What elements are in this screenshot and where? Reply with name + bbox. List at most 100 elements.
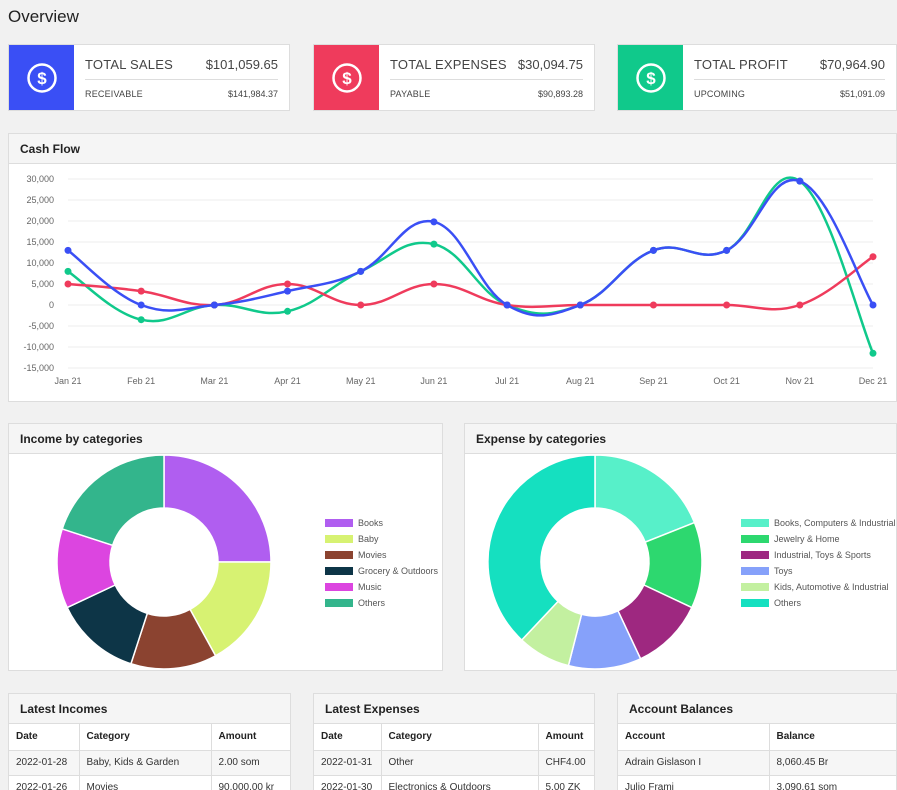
legend-item[interactable]: Others xyxy=(741,595,896,611)
profit-icon-box: $ xyxy=(618,45,683,110)
table-cell: Adrain Gislason I xyxy=(618,750,770,776)
card-sub-label: PAYABLE xyxy=(390,89,431,99)
x-tick-label: Nov 21 xyxy=(786,376,815,386)
y-tick-label: 20,000 xyxy=(26,216,54,226)
legend-item[interactable]: Books xyxy=(325,515,438,531)
legend-swatch xyxy=(325,583,353,591)
x-tick-label: Mar 21 xyxy=(200,376,228,386)
legend-label: Books, Computers & Industrial xyxy=(774,518,896,528)
table-cell: 2022-01-30 xyxy=(314,775,382,790)
legend-label: Toys xyxy=(774,566,793,576)
column-header: Amount xyxy=(211,724,290,751)
table-cell: 2022-01-28 xyxy=(9,750,80,776)
data-point[interactable] xyxy=(430,280,438,288)
data-point[interactable] xyxy=(796,177,804,185)
data-point[interactable] xyxy=(210,301,218,309)
expenses-table: Date Category Amount 2022-01-31 Other CH… xyxy=(314,724,594,790)
table-row[interactable]: 2022-01-31 Other CHF4.00 xyxy=(314,750,594,776)
data-point[interactable] xyxy=(137,301,145,309)
donut-slice[interactable] xyxy=(487,455,596,642)
data-point[interactable] xyxy=(284,287,292,295)
legend-swatch xyxy=(325,519,353,527)
table-cell: CHF4.00 xyxy=(538,750,594,776)
data-point[interactable] xyxy=(430,240,438,248)
data-point[interactable] xyxy=(723,246,731,254)
card-sub-label: UPCOMING xyxy=(694,89,746,99)
balances-table: Account Balance Adrain Gislason I 8,060.… xyxy=(618,724,896,790)
table-cell: Other xyxy=(381,750,539,776)
table-cell: 5.00 ZK xyxy=(538,775,594,790)
table-cell: 90,000.00 kr xyxy=(211,775,290,790)
svg-text:$: $ xyxy=(37,69,47,88)
series-line-1 xyxy=(67,255,874,311)
legend-item[interactable]: Kids, Automotive & Industrial xyxy=(741,579,896,595)
data-point[interactable] xyxy=(357,301,365,309)
legend-swatch xyxy=(325,551,353,559)
data-point[interactable] xyxy=(576,301,584,309)
table-row[interactable]: 2022-01-28 Baby, Kids & Garden 2.00 som xyxy=(9,750,290,776)
data-point[interactable] xyxy=(64,280,72,288)
legend-swatch xyxy=(741,583,769,591)
data-point[interactable] xyxy=(723,301,731,309)
data-point[interactable] xyxy=(137,316,145,324)
data-point[interactable] xyxy=(284,307,292,315)
data-point[interactable] xyxy=(869,349,877,357)
card-value: $101,059.65 xyxy=(205,56,278,72)
column-header: Date xyxy=(9,724,80,751)
legend-item[interactable]: Grocery & Outdoors xyxy=(325,563,438,579)
legend-item[interactable]: Industrial, Toys & Sports xyxy=(741,547,896,563)
card-sub-value: $51,091.09 xyxy=(839,89,885,99)
data-point[interactable] xyxy=(357,267,365,275)
panel-title: Latest Incomes xyxy=(9,694,290,724)
table-cell: Julio Frami xyxy=(618,775,770,790)
data-point[interactable] xyxy=(284,280,292,288)
x-tick-label: Jun 21 xyxy=(420,376,447,386)
data-point[interactable] xyxy=(137,287,145,295)
legend-label: Music xyxy=(358,582,382,592)
table-row[interactable]: 2022-01-26 Movies 90,000.00 kr xyxy=(9,775,290,790)
legend-item[interactable]: Baby xyxy=(325,531,438,547)
table-row[interactable]: 2022-01-30 Electronics & Outdoors 5.00 Z… xyxy=(314,775,594,790)
legend-swatch xyxy=(741,599,769,607)
data-point[interactable] xyxy=(64,267,72,275)
latest-expenses-panel: Latest Expenses Date Category Amount 202… xyxy=(313,693,595,790)
legend-item[interactable]: Books, Computers & Industrial xyxy=(741,515,896,531)
legend-item[interactable]: Movies xyxy=(325,547,438,563)
data-point[interactable] xyxy=(649,301,657,309)
table-row[interactable]: Julio Frami 3,090.61 som xyxy=(618,775,896,790)
latest-incomes-panel: Latest Incomes Date Category Amount 2022… xyxy=(8,693,291,790)
x-tick-label: Jan 21 xyxy=(54,376,81,386)
data-point[interactable] xyxy=(64,246,72,254)
data-point[interactable] xyxy=(503,301,511,309)
table-cell: Movies xyxy=(79,775,212,790)
y-tick-label: 5,000 xyxy=(31,279,54,289)
cash-flow-panel: Cash Flow 30,000 25,000 20,000 15,000 10,000… xyxy=(8,133,897,402)
data-point[interactable] xyxy=(649,246,657,254)
legend-item[interactable]: Toys xyxy=(741,563,896,579)
donut-slice[interactable] xyxy=(163,455,272,563)
legend-item[interactable]: Jewelry & Home xyxy=(741,531,896,547)
column-header: Account xyxy=(618,724,770,751)
table-cell: 2.00 som xyxy=(211,750,290,776)
expense-donut-chart xyxy=(487,455,703,670)
data-point[interactable] xyxy=(796,301,804,309)
legend-swatch xyxy=(325,567,353,575)
legend-label: Others xyxy=(358,598,386,608)
expense-categories-panel: Expense by categories Books, Computers &… xyxy=(464,423,897,671)
dollar-icon: $ xyxy=(635,62,666,93)
page-title: Overview xyxy=(8,7,79,26)
legend-item[interactable]: Music xyxy=(325,579,438,595)
data-point[interactable] xyxy=(869,301,877,309)
svg-text:$: $ xyxy=(342,69,352,88)
data-point[interactable] xyxy=(430,218,438,226)
table-cell: 2022-01-26 xyxy=(9,775,80,790)
legend-label: Baby xyxy=(358,534,379,544)
legend-swatch xyxy=(741,535,769,543)
x-tick-label: Dec 21 xyxy=(859,376,888,386)
legend-label: Books xyxy=(358,518,384,528)
legend-item[interactable]: Others xyxy=(325,595,438,611)
data-point[interactable] xyxy=(869,253,877,261)
donut-slice[interactable] xyxy=(61,455,165,547)
column-header: Date xyxy=(314,724,382,751)
table-row[interactable]: Adrain Gislason I 8,060.45 Br xyxy=(618,750,896,776)
